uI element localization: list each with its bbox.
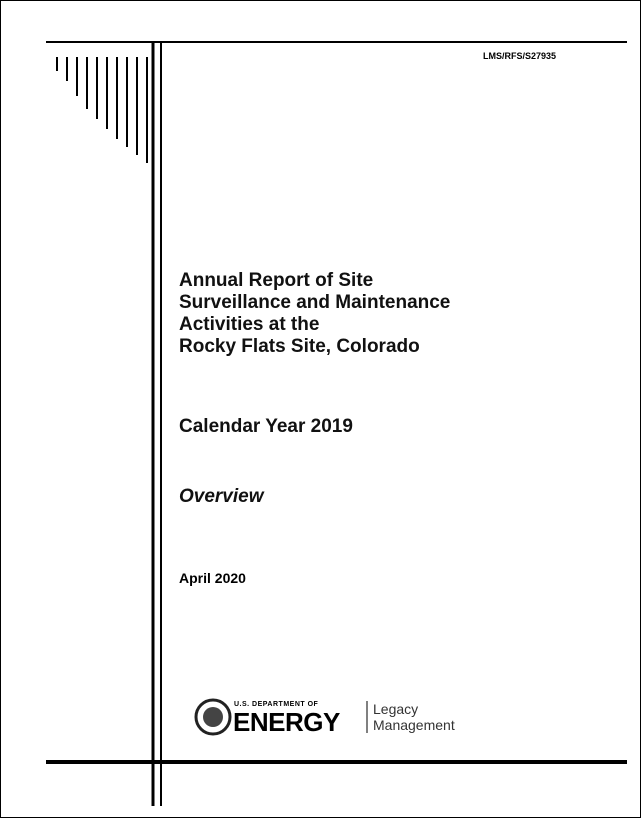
title-line: Rocky Flats Site, Colorado [179,336,420,357]
section: Overview [179,486,264,507]
agency-top: U.S. DEPARTMENT OF [234,701,319,708]
title-line: Surveillance and Maintenance [179,292,451,313]
document-id: LMS/RFS/S27935 [483,51,557,61]
title-line: Annual Report of Site [179,270,374,291]
office-line: Management [373,717,455,733]
title: Annual Report of Site Surveillance and M… [179,270,450,358]
date: April 2020 [179,570,246,586]
title-line: Activities at the [179,314,320,335]
office-line: Legacy [373,701,419,717]
office: Legacy Management [373,701,455,733]
subtitle: Calendar Year 2019 [179,416,353,437]
agency: ENERGY [233,707,340,737]
